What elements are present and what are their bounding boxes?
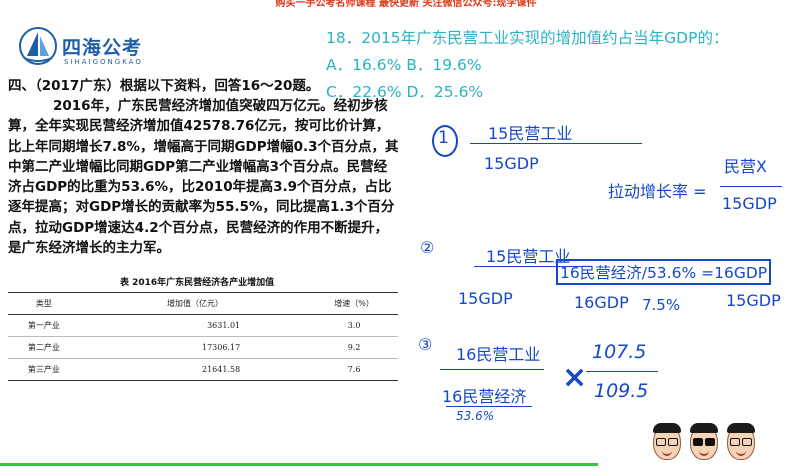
teacher-avatar-2: [690, 423, 718, 460]
step3-underline: [446, 406, 532, 407]
section-heading: 四、（2017广东）根据以下资料，回答16～20题。: [8, 78, 320, 94]
step3-frac-line: [586, 371, 658, 372]
table-row: 第二产业 17306.17 9.2: [8, 336, 398, 359]
question-stem: 18．2015年广东民营工业实现的增加值约占当年GDP的：: [326, 29, 729, 47]
teacher-avatar-3: [727, 423, 755, 460]
formula-denominator: 15GDP: [722, 194, 777, 213]
step1-numerator: 15民营工业: [488, 124, 573, 143]
table-cell: 3631.01: [79, 314, 311, 337]
step3-frac-den: 109.5: [594, 380, 649, 402]
promo-banner: 购买一手公考名师课程 最快更新 关注微信公众号:现学课件: [275, 0, 537, 8]
step2-fraction-line: [474, 266, 592, 267]
table-cell: 3.0: [310, 314, 398, 337]
step3-denominator: 16民营经济: [442, 387, 527, 406]
formula-fraction-line: [720, 186, 782, 187]
table-cell: 21641.58: [79, 358, 311, 381]
step2-den-right: 15GDP: [726, 291, 781, 310]
table-header: 增速（%）: [310, 292, 398, 315]
table-row: 第一产业 3631.01 3.0: [8, 314, 398, 337]
step2-mid: 16GDP: [574, 293, 629, 312]
formula-numerator: 民营X: [724, 157, 767, 176]
step1-circle-marker: [432, 125, 458, 157]
material-paragraph: 2016年，广东民营经济增加值突破四万亿元。经初步核算，全年实现民营经济增加值4…: [8, 98, 399, 257]
logo-subtext: SIHAIGONGKAO: [64, 58, 143, 66]
step3-numerator: 16民营工业: [456, 345, 541, 364]
step3-fraction-line: [440, 369, 544, 370]
step3-frac-num: 107.5: [592, 341, 647, 363]
step1-marker: 1: [438, 128, 449, 148]
question-options-cd: C．22.6% D．25.6%: [326, 83, 484, 101]
table-cell: 7.6: [310, 358, 398, 381]
question-options-ab: A．16.6% B．19.6%: [326, 56, 482, 74]
table-header-row: 类型 增加值（亿元） 增速（%）: [8, 292, 398, 315]
table-caption: 表 2016年广东民营经济各产业增加值: [120, 278, 275, 288]
logo-text: 四海公考: [62, 37, 143, 59]
step2-boxed-equation: 16民营经济/53.6% =16GDP: [556, 259, 772, 285]
step2-den-left: 15GDP: [458, 289, 513, 308]
step3-sub: 53.6%: [456, 409, 495, 423]
video-progress-bar[interactable]: [0, 463, 598, 466]
step1-denominator: 15GDP: [484, 154, 539, 173]
step2-marker: ②: [420, 238, 435, 257]
multiply-sign: ×: [562, 360, 588, 395]
step1-fraction-line: [470, 143, 642, 144]
step2-numerator: 15民营工业: [486, 247, 571, 266]
table-row: 第三产业 21641.58 7.6: [8, 358, 398, 381]
table-header: 增加值（亿元）: [79, 292, 311, 315]
table-cell: 第二产业: [8, 336, 80, 359]
table-header: 类型: [8, 292, 80, 315]
data-table: 类型 增加值（亿元） 增速（%） 第一产业 3631.01 3.0 第二产业 1…: [8, 292, 398, 381]
table-cell: 17306.17: [79, 336, 311, 359]
table-cell: 第一产业: [8, 314, 80, 337]
teacher-avatar-1: [653, 423, 681, 460]
table-cell: 第三产业: [8, 358, 80, 381]
sail-logo-icon: [18, 26, 58, 66]
formula-label: 拉动增长率 =: [608, 182, 707, 201]
step3-marker: ③: [418, 335, 433, 354]
table-cell: 9.2: [310, 336, 398, 359]
step2-rate: 7.5%: [642, 296, 681, 314]
